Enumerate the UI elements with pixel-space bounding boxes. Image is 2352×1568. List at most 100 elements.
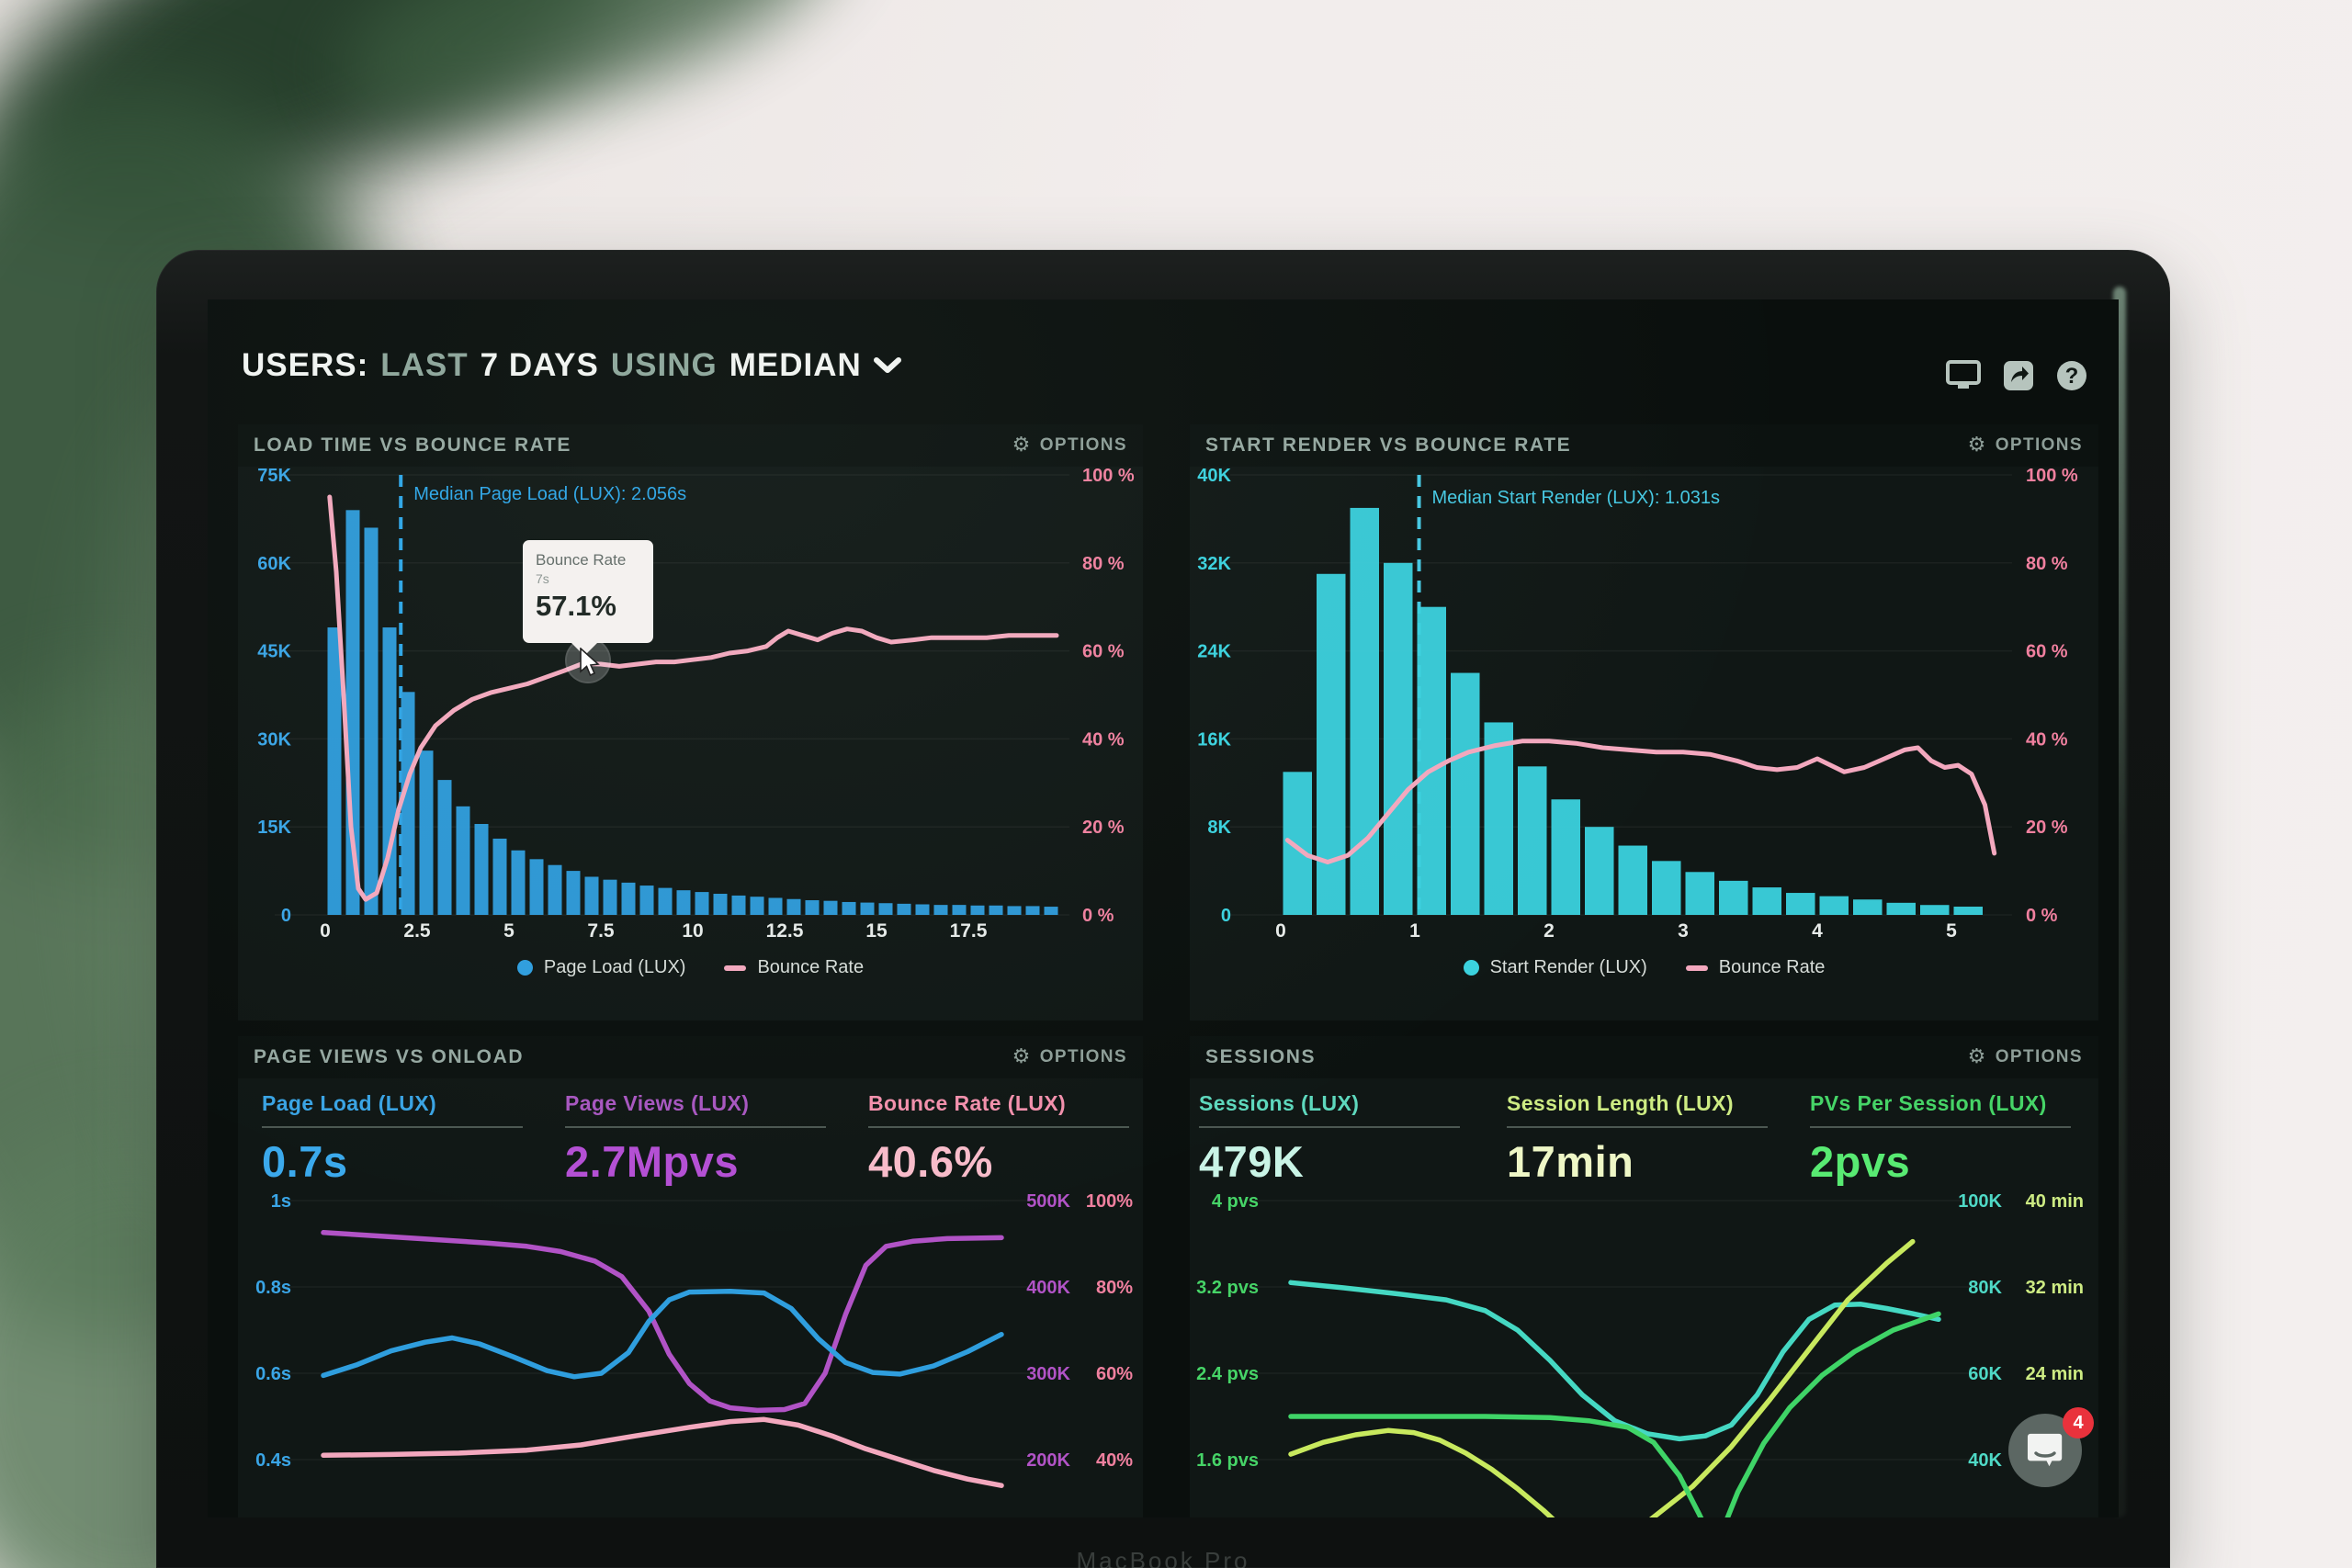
metric-label: Bounce Rate (LUX)	[868, 1091, 1067, 1115]
title-part: MEDIAN	[729, 347, 862, 383]
svg-text:80 %: 80 %	[2026, 554, 2068, 574]
svg-text:1: 1	[1409, 920, 1420, 942]
svg-text:45K: 45K	[257, 642, 291, 662]
svg-text:17.5: 17.5	[950, 920, 988, 942]
svg-text:40%: 40%	[1096, 1450, 1133, 1471]
chat-widget-button[interactable]	[2008, 1414, 2082, 1487]
svg-text:80 %: 80 %	[1082, 554, 1125, 574]
svg-text:500K: 500K	[1026, 1191, 1070, 1212]
metric-value: 0.7s	[262, 1137, 348, 1186]
svg-text:60%: 60%	[1096, 1364, 1133, 1384]
panel-page-views-vs-onload: PAGE VIEWS VS ONLOAD ⚙ OPTIONS Page Load…	[238, 1036, 1143, 1517]
gear-icon: ⚙	[1967, 1045, 1987, 1068]
svg-text:100K: 100K	[1958, 1191, 2002, 1212]
svg-text:0 %: 0 %	[1082, 906, 1114, 926]
gear-icon: ⚙	[1012, 434, 1032, 457]
svg-text:32K: 32K	[1197, 554, 1231, 574]
metric-label: Sessions (LUX)	[1199, 1091, 1360, 1115]
svg-text:0: 0	[281, 906, 291, 926]
dashboard-title-dropdown[interactable]: USERS: LAST 7 DAYS USING MEDIAN	[242, 347, 901, 384]
metric-value: 479K	[1199, 1137, 1305, 1186]
svg-text:40K: 40K	[1968, 1450, 2002, 1471]
svg-text:20 %: 20 %	[1082, 818, 1125, 838]
svg-text:40 min: 40 min	[2026, 1191, 2084, 1212]
svg-text:0.6s: 0.6s	[255, 1364, 291, 1384]
tooltip-x-value: 7s	[536, 571, 549, 586]
share-icon[interactable]	[2003, 360, 2034, 391]
tooltip-title: Bounce Rate	[536, 551, 627, 569]
svg-text:0.4s: 0.4s	[255, 1450, 291, 1471]
options-button[interactable]: ⚙ OPTIONS	[1012, 434, 1127, 457]
metric-page-load: Page Load (LUX) 0.7s	[262, 1091, 530, 1187]
svg-text:20 %: 20 %	[2026, 818, 2068, 838]
metric-value: 2.7Mpvs	[565, 1137, 739, 1186]
svg-text:40 %: 40 %	[2026, 729, 2068, 750]
panel-title: LOAD TIME VS BOUNCE RATE	[254, 434, 572, 456]
svg-text:15: 15	[865, 920, 888, 942]
legend-label: Start Render (LUX)	[1489, 957, 1647, 977]
svg-text:3: 3	[1678, 920, 1689, 942]
metric-page-views: Page Views (LUX) 2.7Mpvs	[565, 1091, 833, 1187]
svg-text:75K: 75K	[257, 467, 291, 486]
metric-label: Page Load (LUX)	[262, 1091, 437, 1115]
svg-text:100 %: 100 %	[1082, 467, 1135, 486]
svg-text:4 pvs: 4 pvs	[1212, 1191, 1259, 1212]
svg-text:400K: 400K	[1026, 1278, 1070, 1298]
options-button[interactable]: ⚙ OPTIONS	[1967, 434, 2083, 457]
svg-text:7.5: 7.5	[587, 920, 615, 942]
metric-label: Page Views (LUX)	[565, 1091, 750, 1115]
mouse-cursor	[580, 648, 600, 677]
svg-text:10: 10	[682, 920, 703, 942]
panel-start-render-vs-bounce-rate: START RENDER VS BOUNCE RATE ⚙ OPTIONS Me…	[1190, 424, 2098, 1021]
title-part: USING	[610, 347, 718, 383]
start-render-histogram-chart[interactable]: Median Start Render (LUX): 1.031s 40K 32K 2…	[1190, 467, 2098, 1021]
title-part: USERS:	[242, 347, 369, 383]
display-icon[interactable]	[1946, 360, 1981, 391]
svg-text:Median Page Load (LUX): 2.056s: Median Page Load (LUX): 2.056s	[413, 484, 686, 504]
svg-text:0: 0	[1275, 920, 1286, 942]
svg-text:100%: 100%	[1086, 1191, 1133, 1212]
svg-text:100 %: 100 %	[2026, 467, 2078, 486]
help-icon[interactable]: ?	[2056, 360, 2087, 391]
svg-text:24K: 24K	[1197, 642, 1231, 662]
panel-load-time-vs-bounce-rate: LOAD TIME VS BOUNCE RATE ⚙ OPTIONS Media…	[238, 424, 1143, 1021]
chat-icon	[2027, 1433, 2063, 1467]
svg-text:?: ?	[2065, 364, 2079, 389]
svg-text:0: 0	[1221, 906, 1231, 926]
svg-text:2.4 pvs: 2.4 pvs	[1196, 1364, 1259, 1384]
svg-text:12.5: 12.5	[766, 920, 804, 942]
options-button[interactable]: ⚙ OPTIONS	[1967, 1045, 2083, 1068]
laptop-brand-text: MacBook Pro	[1076, 1547, 1250, 1568]
svg-text:0 %: 0 %	[2026, 906, 2058, 926]
page-views-onload-line-chart[interactable]: 1s 0.8s 0.6s 0.4s 500K 400K 300K 200K 100% 80% 60%…	[238, 1078, 1143, 1517]
load-time-histogram-chart[interactable]: Median Page Load (LUX): 2.056s 75K 60K 45K 3…	[238, 467, 1143, 1021]
bounce-rate-tooltip: Bounce Rate 7s 57.1%	[523, 540, 653, 656]
svg-text:15K: 15K	[257, 818, 291, 838]
svg-text:40K: 40K	[1197, 467, 1231, 486]
svg-text:60 %: 60 %	[1082, 642, 1125, 662]
svg-text:200K: 200K	[1026, 1450, 1070, 1471]
options-button[interactable]: ⚙ OPTIONS	[1012, 1045, 1127, 1068]
panel-sessions: SESSIONS ⚙ OPTIONS Sessions (LUX) 479K S…	[1190, 1036, 2098, 1517]
svg-text:5: 5	[1946, 920, 1957, 942]
svg-text:2: 2	[1544, 920, 1555, 942]
metric-value: 40.6%	[868, 1137, 993, 1186]
gear-icon: ⚙	[1012, 1045, 1032, 1068]
dashboard-screen: USERS: LAST 7 DAYS USING MEDIAN	[208, 299, 2119, 1517]
svg-text:8K: 8K	[1207, 818, 1231, 838]
metric-bounce-rate: Bounce Rate (LUX) 40.6%	[868, 1091, 1136, 1187]
metric-pvs-per-session: PVs Per Session (LUX) 2pvs	[1810, 1091, 2078, 1187]
metric-label: PVs Per Session (LUX)	[1810, 1091, 2047, 1115]
legend-label: Page Load (LUX)	[543, 957, 686, 977]
panel-title: PAGE VIEWS VS ONLOAD	[254, 1046, 525, 1067]
chat-notification-badge[interactable]: 4	[2063, 1407, 2094, 1438]
svg-text:24 min: 24 min	[2026, 1364, 2084, 1384]
chevron-down-icon	[873, 357, 901, 373]
metric-label: Session Length (LUX)	[1507, 1091, 1734, 1115]
svg-text:5: 5	[503, 920, 514, 942]
svg-text:3.2 pvs: 3.2 pvs	[1196, 1278, 1259, 1298]
sessions-line-chart[interactable]: 4 pvs 3.2 pvs 2.4 pvs 1.6 pvs 100K 80K 60K 40K 4…	[1190, 1078, 2098, 1517]
svg-text:4: 4	[1812, 920, 1823, 942]
svg-text:30K: 30K	[257, 729, 291, 750]
